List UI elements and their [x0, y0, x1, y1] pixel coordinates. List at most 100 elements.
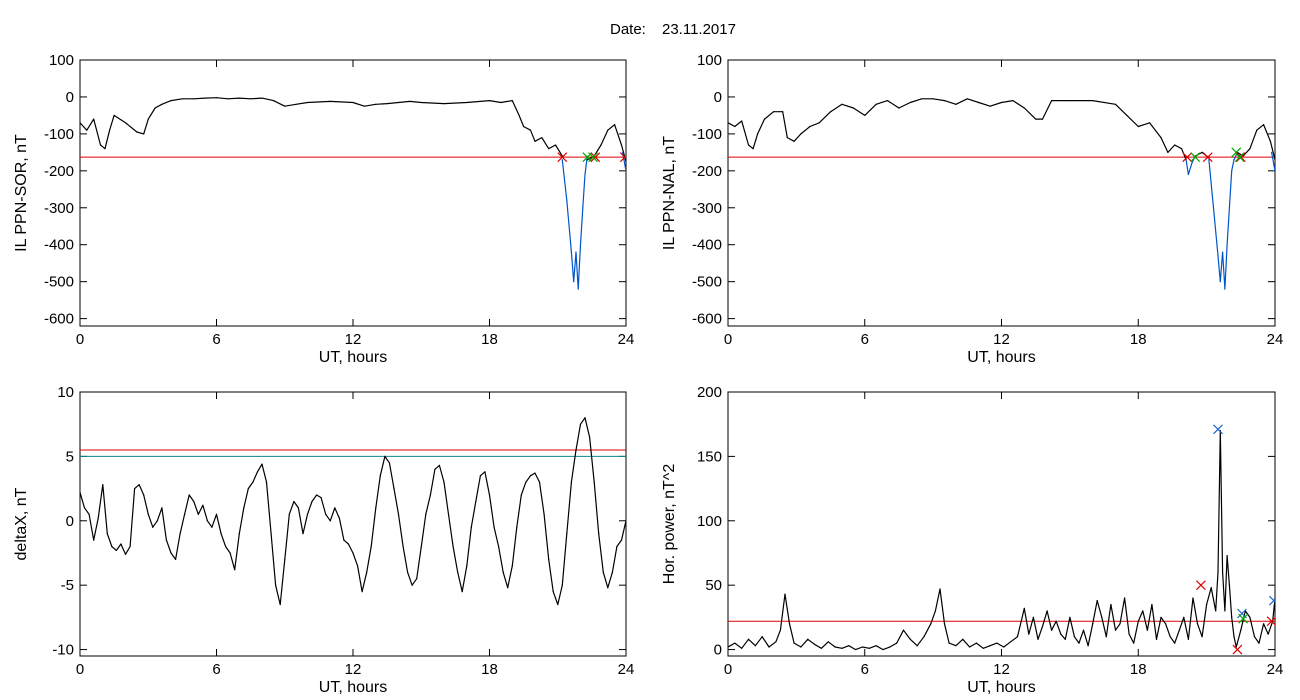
data-point: [788, 623, 791, 625]
y-tick-label: -10: [52, 642, 74, 659]
data-point: [124, 122, 127, 124]
data-point: [598, 533, 600, 535]
y-axis-label: IL PPN-NAL, nT: [661, 136, 678, 250]
cross-marker: [590, 152, 601, 163]
x-tick-label: 18: [481, 331, 498, 348]
x-tick-label: 18: [1130, 661, 1147, 678]
data-point: [1037, 638, 1039, 640]
data-point: [475, 500, 477, 503]
x-tick-label: 18: [481, 661, 498, 678]
series-line-5: [1271, 152, 1275, 171]
y-tick-label: 0: [714, 89, 722, 106]
data-point: [875, 103, 877, 105]
cross-marker: [1268, 595, 1275, 606]
data-point: [356, 565, 359, 567]
data-point: [570, 251, 573, 253]
x-tick-label: 0: [76, 331, 84, 348]
x-tick-label: 0: [724, 661, 732, 678]
data-point: [375, 507, 377, 509]
data-point: [306, 513, 309, 515]
y-axis-label: IL PPN-SOR, nT: [13, 134, 30, 252]
data-point: [584, 173, 586, 176]
x-tick-label: 0: [724, 331, 732, 348]
data-point: [120, 543, 122, 545]
data-point: [154, 107, 156, 109]
data-point: [939, 588, 941, 590]
data-point: [511, 100, 513, 102]
data-point: [848, 645, 850, 647]
data-point: [1219, 281, 1221, 283]
data-point: [930, 623, 932, 625]
data-point: [1224, 610, 1226, 612]
y-tick-label: 100: [697, 52, 722, 69]
data-point: [541, 136, 543, 139]
data-point: [1160, 616, 1162, 618]
data-point: [614, 124, 616, 126]
series-line-0: [728, 98, 1187, 161]
date-value: 23.11.2017: [662, 21, 736, 38]
data-point: [165, 539, 168, 541]
y-tick-label: 5: [66, 448, 74, 465]
data-point: [434, 468, 436, 470]
data-point: [1217, 255, 1219, 257]
data-point: [882, 648, 884, 651]
data-point: [247, 487, 249, 490]
data-point: [1228, 207, 1231, 209]
data-point: [488, 494, 491, 496]
x-tick-label: 0: [76, 661, 84, 678]
data-point: [518, 114, 520, 117]
y-tick-label: -300: [692, 200, 722, 217]
data-point: [470, 526, 472, 528]
data-point: [921, 98, 923, 100]
data-point: [220, 533, 222, 535]
data-point: [113, 114, 115, 117]
data-point: [104, 148, 106, 150]
cross-marker: [1238, 613, 1249, 624]
data-point: [261, 463, 263, 465]
data-point: [1012, 100, 1014, 102]
data-point: [352, 552, 354, 554]
data-point: [124, 553, 127, 555]
y-tick-label: -100: [44, 126, 74, 143]
y-tick-label: -400: [692, 237, 722, 254]
data-point: [1110, 603, 1112, 606]
data-point: [932, 98, 934, 100]
data-point: [325, 513, 327, 515]
data-point: [1212, 207, 1215, 209]
data-point: [1233, 159, 1235, 161]
data-point: [534, 140, 536, 142]
data-point: [343, 539, 345, 541]
data-point: [889, 646, 891, 648]
data-point: [793, 140, 795, 142]
data-point: [83, 507, 86, 509]
data-point: [147, 513, 149, 515]
data-point: [1217, 571, 1219, 573]
data-point: [1192, 597, 1194, 599]
data-point: [363, 105, 365, 107]
y-tick-label: -400: [44, 237, 74, 254]
x-tick-label: 12: [345, 661, 362, 678]
data-point: [1087, 645, 1089, 647]
data-point: [566, 533, 568, 535]
data-point: [1128, 633, 1130, 635]
data-point: [202, 504, 204, 506]
data-point: [529, 129, 532, 131]
data-point: [511, 565, 513, 567]
chart-panel-power: 0 6 12 18 24 200 150 100 50 0 UT, hours Hor. power,…: [661, 384, 1283, 696]
data-point: [484, 471, 486, 473]
data-point: [243, 507, 245, 509]
y-tick-label: 0: [66, 513, 74, 530]
data-point: [754, 645, 756, 647]
y-tick-label: 100: [49, 52, 74, 69]
data-point: [479, 475, 481, 477]
data-point: [875, 645, 877, 647]
data-point: [238, 97, 240, 99]
data-point: [1196, 623, 1199, 625]
data-point: [1126, 114, 1128, 117]
data-point: [188, 494, 190, 496]
data-point: [966, 98, 968, 100]
x-tick-label: 12: [345, 331, 362, 348]
data-point: [1183, 616, 1185, 618]
data-point: [775, 641, 777, 643]
data-point: [978, 101, 980, 104]
